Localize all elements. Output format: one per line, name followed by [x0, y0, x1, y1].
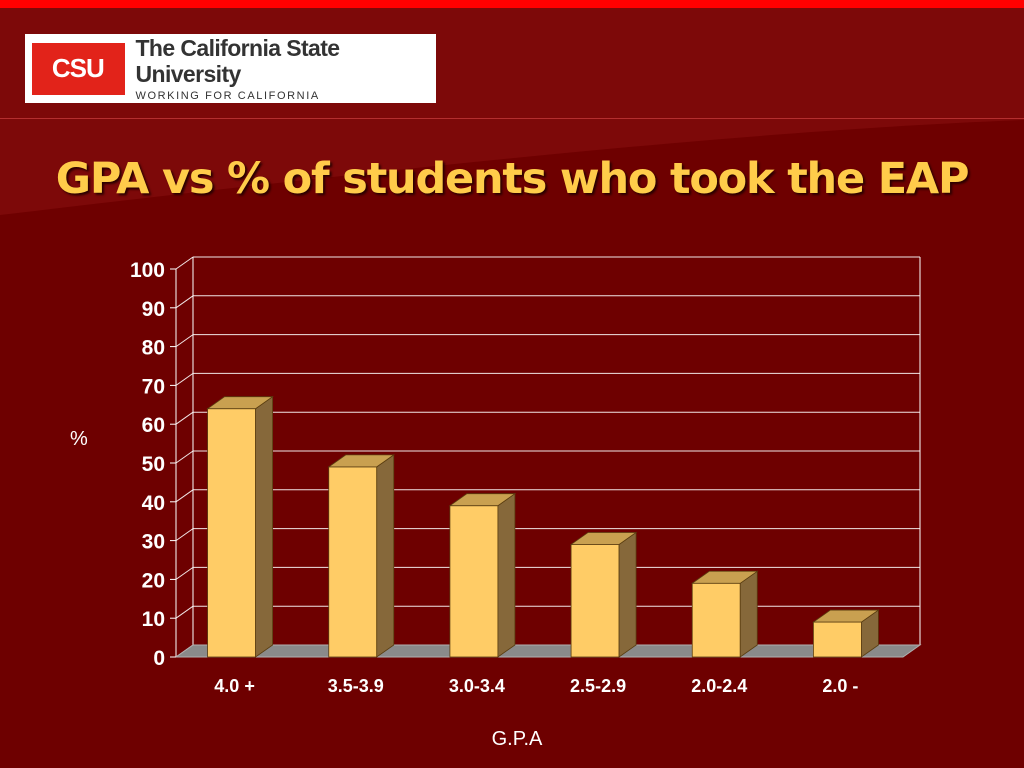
y-tick-label: 0 [153, 647, 165, 670]
y-tick-label: 50 [142, 453, 165, 476]
wall-gridline [175, 256, 194, 270]
bar-side [739, 570, 758, 658]
y-tick-label: 10 [142, 608, 165, 631]
y-tick-label: 20 [142, 569, 165, 592]
bar-top [327, 454, 396, 468]
wall-gridline [175, 605, 194, 619]
bar-side [497, 492, 516, 658]
bar-front [813, 621, 862, 658]
bar-front [691, 582, 741, 658]
bar-top [448, 493, 517, 507]
x-tick-label: 4.0 + [214, 676, 255, 696]
y-tick-label: 30 [142, 531, 165, 554]
wall-gridline [175, 372, 194, 386]
y-tick-label: 60 [142, 414, 165, 437]
wall-gridline [175, 295, 194, 309]
bar-side [376, 454, 395, 658]
wall-gridline [175, 528, 194, 542]
bar-top [690, 570, 759, 584]
csu-logo-mark: CSU [32, 42, 124, 95]
slide-title: GPA vs % of students who took the EAP [55, 154, 970, 204]
logo-tagline: WORKING FOR CALIFORNIA [135, 89, 320, 102]
bar-top [812, 609, 880, 623]
wall-gridline [175, 489, 194, 503]
y-tick-label: 40 [142, 492, 165, 515]
x-tick-label: 3.5-3.9 [328, 676, 384, 696]
logo-divider [123, 42, 126, 95]
x-tick-label: 2.5-2.9 [570, 676, 626, 696]
bar-side [618, 531, 637, 658]
bar-front [207, 408, 256, 658]
csu-logo: CSU The California State University WORK… [25, 34, 436, 103]
logo-title: The California State University [135, 34, 340, 87]
y-tick-label: 90 [142, 298, 165, 321]
chart-floor [174, 644, 922, 658]
bar-side [255, 395, 273, 658]
wall-gridline [175, 450, 194, 464]
bar-front [570, 544, 620, 658]
y-tick-label: 100 [130, 259, 165, 282]
wall-gridline [175, 566, 194, 580]
y-tick-label: 80 [142, 337, 165, 360]
header-rule [0, 118, 1024, 119]
x-tick-label: 2.0 - [822, 676, 858, 696]
bar-front [449, 505, 499, 658]
y-tick-label: 70 [142, 375, 165, 398]
logo-text-block: The California State University WORKING … [135, 35, 436, 103]
y-axis-label: % [70, 428, 88, 450]
top-accent-stripe [0, 0, 1024, 8]
x-tick-label: 3.0-3.4 [449, 676, 505, 696]
bar-top [569, 532, 638, 545]
x-axis-label: G.P.A [491, 728, 543, 750]
bar-front [328, 466, 378, 658]
x-tick-label: 2.0-2.4 [691, 676, 747, 696]
bar-top [206, 396, 274, 410]
wall-gridline [175, 411, 194, 425]
wall-gridline [175, 334, 194, 348]
